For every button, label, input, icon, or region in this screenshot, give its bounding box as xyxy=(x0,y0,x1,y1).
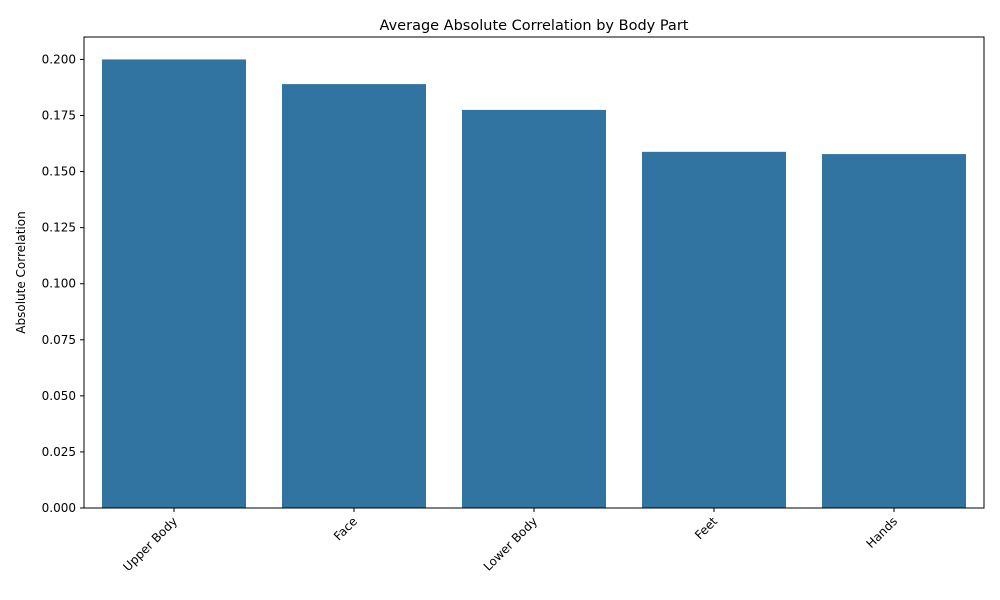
bar-lower-body xyxy=(462,109,606,509)
y-axis: 0.000 0.025 0.050 0.075 0.100 0.125 0.150 0.175… xyxy=(42,52,84,515)
y-tick-label: 0.075 xyxy=(42,333,76,347)
bar-feet xyxy=(642,151,786,508)
bars-group xyxy=(102,59,966,509)
bar-face xyxy=(282,84,426,508)
x-axis: Upper Body Face Lower Body Feet Hands xyxy=(120,508,900,574)
x-tick-label: Feet xyxy=(692,514,720,542)
plot-frame xyxy=(83,36,985,509)
y-tick-label: 0.025 xyxy=(42,445,76,459)
x-tick-label: Face xyxy=(331,514,360,543)
x-tick-label: Lower Body xyxy=(481,514,540,573)
chart-title: Average Absolute Correlation by Body Par… xyxy=(380,18,689,34)
y-axis-label: Absolute Correlation xyxy=(14,211,28,333)
x-tick-label: Hands xyxy=(863,514,900,551)
y-tick-label: 0.000 xyxy=(42,501,76,515)
y-tick-label: 0.050 xyxy=(42,389,76,403)
y-tick-label: 0.125 xyxy=(42,221,76,235)
y-tick-label: 0.150 xyxy=(42,165,76,179)
bar-hands xyxy=(822,154,966,508)
y-tick-label: 0.175 xyxy=(42,109,76,123)
y-tick-label: 0.100 xyxy=(42,277,76,291)
bar-upper-body xyxy=(102,59,246,509)
y-tick-label: 0.200 xyxy=(42,52,76,66)
x-tick-label: Upper Body xyxy=(120,514,180,574)
